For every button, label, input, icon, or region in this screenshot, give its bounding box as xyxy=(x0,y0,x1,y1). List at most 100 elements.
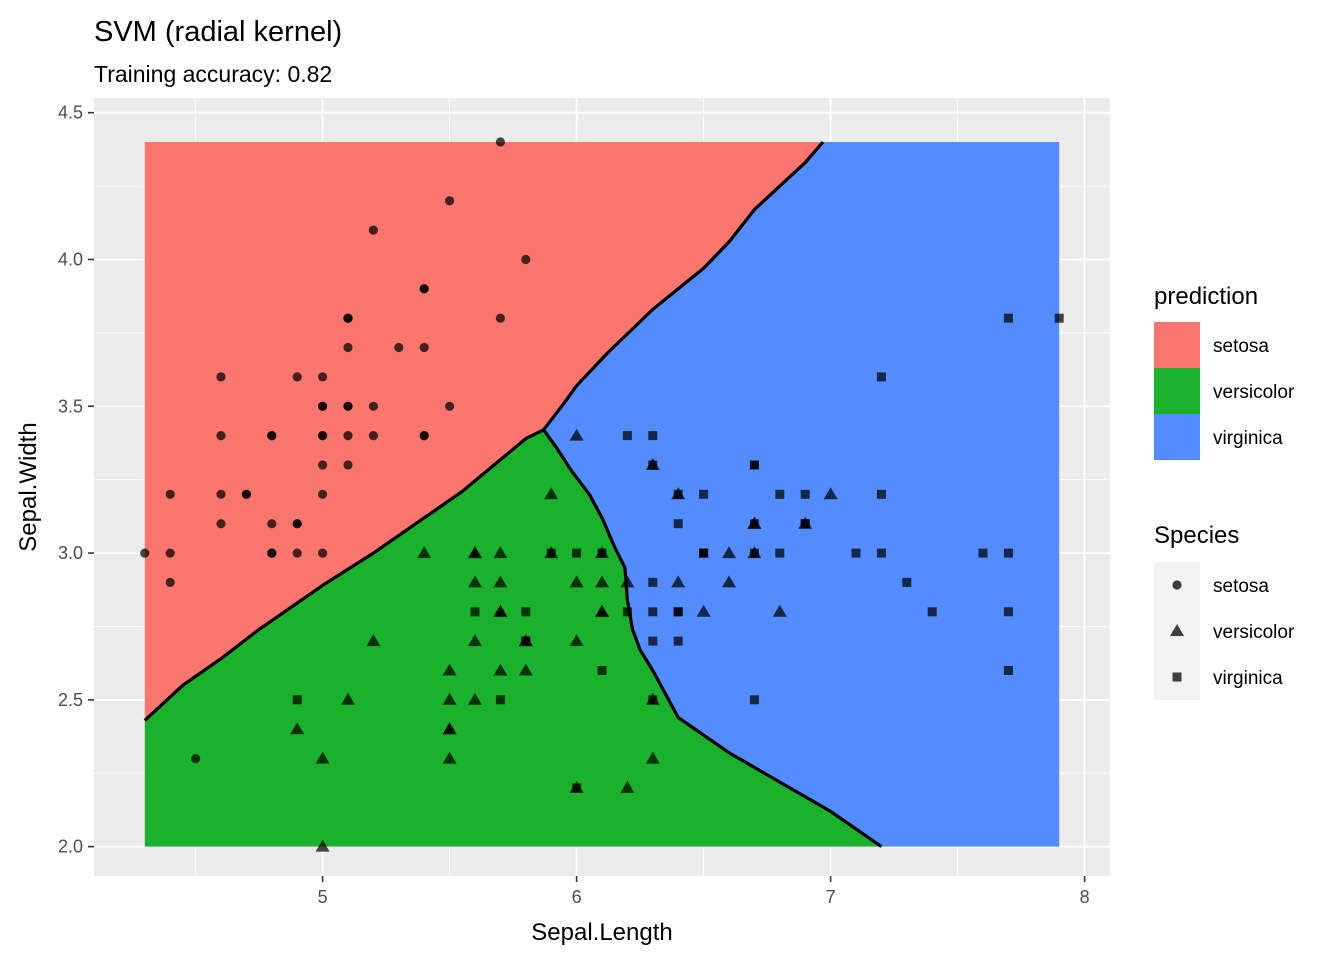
point-virginica xyxy=(521,636,531,646)
point-setosa xyxy=(191,754,201,764)
point-versicolor xyxy=(772,604,787,617)
point-versicolor xyxy=(493,575,508,588)
point-versicolor xyxy=(468,575,482,588)
y-tick-label: 4.5 xyxy=(58,103,83,123)
legend-square-icon xyxy=(1172,672,1182,682)
point-virginica xyxy=(648,577,658,587)
legend-prediction: prediction setosa versicolor virginica xyxy=(1154,283,1295,460)
point-setosa xyxy=(419,342,429,353)
point-versicolor xyxy=(442,692,457,705)
point-setosa xyxy=(267,431,277,441)
legend-label-setosa: setosa xyxy=(1213,336,1269,357)
point-setosa xyxy=(318,401,328,411)
point-virginica xyxy=(749,548,759,558)
point-versicolor xyxy=(341,692,355,705)
chart-subtitle: Training accuracy: 0.82 xyxy=(94,61,332,87)
point-setosa xyxy=(495,137,505,147)
point-versicolor xyxy=(620,780,635,793)
legend-species-label-virginica: virginica xyxy=(1213,668,1283,689)
point-virginica xyxy=(673,636,683,646)
point-virginica xyxy=(597,548,607,558)
point-setosa xyxy=(165,489,175,499)
point-virginica xyxy=(470,607,480,617)
point-virginica xyxy=(749,460,759,470)
point-setosa xyxy=(343,401,353,411)
y-axis-title: Sepal.Width xyxy=(15,422,42,551)
point-versicolor xyxy=(493,663,508,676)
point-virginica xyxy=(902,577,912,587)
point-setosa xyxy=(495,313,505,323)
point-setosa xyxy=(140,548,150,558)
point-virginica xyxy=(521,607,531,617)
point-versicolor xyxy=(823,487,838,500)
point-virginica xyxy=(775,489,785,499)
point-setosa xyxy=(343,342,353,353)
point-setosa xyxy=(318,460,328,470)
point-virginica xyxy=(851,548,861,558)
point-virginica xyxy=(673,607,683,617)
point-versicolor xyxy=(569,575,584,588)
decision-regions xyxy=(144,142,1060,847)
y-tick-label: 3.0 xyxy=(58,543,83,563)
point-virginica xyxy=(876,489,886,499)
point-versicolor xyxy=(722,546,736,559)
point-virginica xyxy=(1003,607,1013,617)
point-setosa xyxy=(216,519,226,529)
point-virginica xyxy=(1003,548,1013,558)
point-setosa xyxy=(445,196,455,206)
legend-triangle-icon xyxy=(1170,624,1184,636)
point-versicolor xyxy=(620,575,635,588)
legend-swatch-setosa xyxy=(1154,322,1200,368)
region-setosa xyxy=(144,142,824,721)
point-versicolor xyxy=(569,428,584,441)
point-virginica xyxy=(597,666,607,675)
region-versicolor xyxy=(144,429,882,847)
legend-species-title: Species xyxy=(1154,522,1239,549)
point-setosa xyxy=(318,372,328,382)
point-virginica xyxy=(648,636,658,646)
point-virginica xyxy=(749,695,759,705)
point-virginica xyxy=(927,607,937,617)
point-virginica xyxy=(622,431,632,441)
point-setosa xyxy=(165,548,175,558)
point-virginica xyxy=(622,607,632,617)
legend-species-label-versicolor: versicolor xyxy=(1213,622,1295,643)
point-setosa xyxy=(368,431,378,441)
point-virginica xyxy=(800,519,810,529)
point-versicolor xyxy=(442,663,457,676)
point-setosa xyxy=(267,548,277,558)
point-versicolor xyxy=(569,634,584,647)
point-setosa xyxy=(343,313,353,323)
x-tick-label: 6 xyxy=(572,887,582,907)
chart-title: SVM (radial kernel) xyxy=(94,16,342,48)
point-setosa xyxy=(216,372,226,382)
point-versicolor xyxy=(722,575,736,588)
x-tick-label: 5 xyxy=(318,887,328,907)
point-virginica xyxy=(673,489,683,499)
point-setosa xyxy=(368,225,378,235)
data-points xyxy=(140,137,1064,852)
point-versicolor xyxy=(645,751,660,764)
point-setosa xyxy=(216,431,226,441)
point-versicolor xyxy=(518,663,533,676)
x-axis-title: Sepal.Length xyxy=(531,919,672,946)
y-tick-label: 3.5 xyxy=(58,396,83,416)
point-setosa xyxy=(292,548,302,558)
point-virginica xyxy=(648,607,658,617)
point-setosa xyxy=(292,519,302,529)
point-virginica xyxy=(648,460,658,470)
point-virginica xyxy=(648,695,658,705)
point-setosa xyxy=(292,372,302,382)
point-setosa xyxy=(165,577,175,588)
legend-swatch-versicolor xyxy=(1154,368,1200,414)
point-virginica xyxy=(673,519,683,529)
point-versicolor xyxy=(366,634,381,647)
point-virginica xyxy=(876,548,886,558)
point-versicolor xyxy=(493,604,508,617)
point-virginica xyxy=(648,431,658,441)
point-versicolor xyxy=(671,575,686,588)
point-virginica xyxy=(1003,666,1013,675)
x-tick-label: 8 xyxy=(1080,887,1090,907)
point-versicolor xyxy=(315,751,330,764)
